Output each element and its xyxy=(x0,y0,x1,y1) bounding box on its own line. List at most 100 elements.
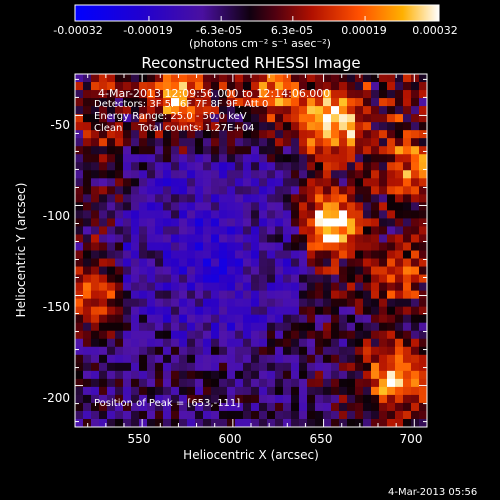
heatmap-cell xyxy=(75,386,84,396)
heatmap-cell xyxy=(179,242,188,251)
heatmap-cell xyxy=(179,194,188,203)
heatmap-cell xyxy=(363,410,372,420)
heatmap-cell xyxy=(163,218,172,227)
heatmap-cell xyxy=(339,114,348,123)
heatmap-cell xyxy=(155,194,164,203)
heatmap-cell xyxy=(363,226,372,235)
heatmap-cell xyxy=(171,290,180,300)
heatmap-cell xyxy=(91,202,100,211)
heatmap-cell xyxy=(147,154,156,163)
heatmap-cell xyxy=(179,170,188,179)
heatmap-cell xyxy=(155,98,164,107)
heatmap-cell xyxy=(339,106,348,115)
heatmap-cell xyxy=(251,202,260,211)
heatmap-cell xyxy=(291,162,300,171)
heatmap-cell xyxy=(195,378,204,388)
heatmap-cell xyxy=(147,394,156,404)
heatmap-cell xyxy=(163,394,172,404)
heatmap-cell xyxy=(339,418,348,428)
heatmap-cell xyxy=(275,386,284,396)
heatmap-cell xyxy=(291,330,300,340)
heatmap-cell xyxy=(411,362,420,372)
heatmap-cell xyxy=(331,290,340,300)
heatmap-cell xyxy=(107,298,116,308)
heatmap-cell xyxy=(419,202,428,211)
heatmap-cell xyxy=(299,410,308,420)
heatmap-cell xyxy=(75,258,84,267)
heatmap-cell xyxy=(235,394,244,404)
heatmap-cell xyxy=(75,90,84,99)
heatmap-cell xyxy=(179,250,188,259)
heatmap-cell xyxy=(75,394,84,404)
heatmap-cell xyxy=(411,322,420,332)
heatmap-cell xyxy=(131,378,140,388)
heatmap-cell xyxy=(259,106,268,115)
x-axis-tick-label-600: 600 xyxy=(218,432,242,446)
heatmap-cell xyxy=(163,250,172,259)
heatmap-cell xyxy=(275,186,284,195)
heatmap-cell xyxy=(395,154,404,163)
heatmap-cell xyxy=(203,202,212,211)
heatmap-cell xyxy=(211,386,220,396)
heatmap-cell xyxy=(115,282,124,292)
heatmap-cell xyxy=(187,322,196,332)
heatmap-cell xyxy=(115,274,124,283)
heatmap-cell xyxy=(155,122,164,131)
heatmap-cell xyxy=(371,242,380,251)
heatmap-cell xyxy=(291,130,300,139)
heatmap-cell xyxy=(139,226,148,235)
heatmap-cell xyxy=(267,282,276,292)
heatmap-cell xyxy=(259,186,268,195)
heatmap-cell xyxy=(227,162,236,171)
heatmap-cell xyxy=(139,250,148,259)
heatmap-cell xyxy=(411,258,420,267)
heatmap-cell xyxy=(195,210,204,219)
heatmap-cell xyxy=(99,202,108,211)
heatmap-cell xyxy=(83,194,92,203)
heatmap-cell xyxy=(203,282,212,292)
heatmap-cell xyxy=(251,410,260,420)
heatmap-cell xyxy=(283,314,292,324)
heatmap-cell xyxy=(251,338,260,348)
heatmap-cell xyxy=(163,122,172,131)
heatmap-cell xyxy=(115,178,124,187)
heatmap-cell xyxy=(355,418,364,428)
heatmap-cell xyxy=(347,218,356,227)
heatmap-cell xyxy=(259,90,268,99)
heatmap-cell xyxy=(203,354,212,364)
heatmap-cell xyxy=(155,410,164,420)
heatmap-cell xyxy=(251,98,260,107)
heatmap-cell xyxy=(339,210,348,219)
heatmap-cell xyxy=(227,154,236,163)
heatmap-cell xyxy=(291,154,300,163)
heatmap-cell xyxy=(203,82,212,91)
heatmap-cell xyxy=(171,138,180,147)
heatmap-cell xyxy=(331,154,340,163)
heatmap-cell xyxy=(411,178,420,187)
heatmap-cell xyxy=(163,114,172,123)
heatmap-cell xyxy=(235,170,244,179)
heatmap-cell xyxy=(307,314,316,324)
heatmap-cell xyxy=(371,154,380,163)
heatmap-cell xyxy=(291,178,300,187)
heatmap-cell xyxy=(179,146,188,155)
heatmap-cell xyxy=(275,170,284,179)
heatmap-cell xyxy=(99,194,108,203)
heatmap-cell xyxy=(203,162,212,171)
heatmap-cell xyxy=(75,410,84,420)
heatmap-cell xyxy=(339,410,348,420)
heatmap-cell xyxy=(315,130,324,139)
heatmap-cell xyxy=(283,290,292,300)
heatmap-cell xyxy=(211,138,220,147)
heatmap-cell xyxy=(179,290,188,300)
heatmap-cell xyxy=(195,90,204,99)
heatmap-cell xyxy=(155,250,164,259)
heatmap-cell xyxy=(315,178,324,187)
heatmap-cell xyxy=(107,82,116,91)
heatmap-cells xyxy=(75,74,428,428)
heatmap-cell xyxy=(243,218,252,227)
heatmap-cell xyxy=(75,122,84,131)
heatmap-cell xyxy=(91,338,100,348)
colorbar-tick-label-3: 6.3e-05 xyxy=(270,24,314,37)
heatmap-cell xyxy=(251,314,260,324)
